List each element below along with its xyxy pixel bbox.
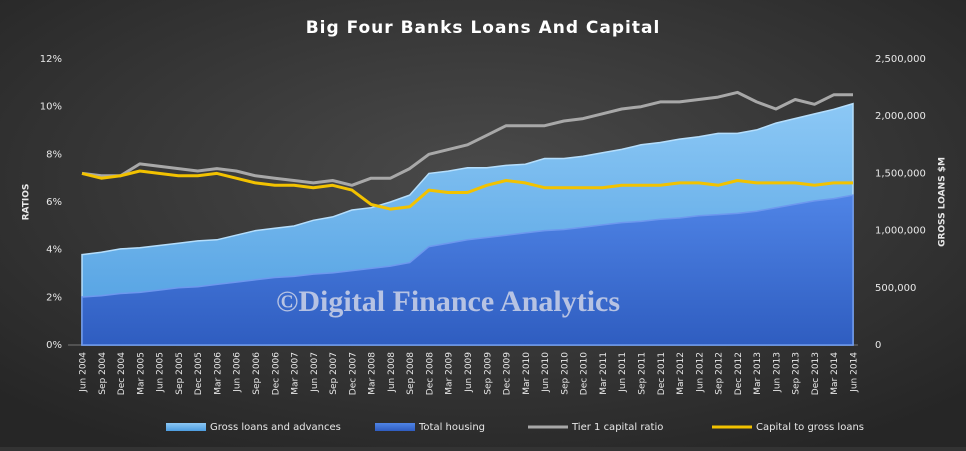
x-tick-label: Jun 2006 bbox=[233, 352, 243, 393]
x-tick-label: Dec 2009 bbox=[503, 352, 513, 395]
legend-label: Tier 1 capital ratio bbox=[571, 422, 663, 433]
x-tick-label: Jun 2009 bbox=[464, 352, 474, 393]
y-tick-label: 8% bbox=[46, 149, 62, 160]
x-tick-label: Jun 2011 bbox=[618, 352, 628, 393]
y2-tick-label: 1,500,000 bbox=[875, 168, 926, 179]
x-tick-label: Mar 2008 bbox=[368, 352, 378, 395]
x-tick-label: Mar 2009 bbox=[445, 352, 455, 395]
x-tick-label: Dec 2005 bbox=[194, 352, 204, 395]
legend-label: Capital to gross loans bbox=[756, 422, 864, 433]
y2-tick-label: 0 bbox=[875, 340, 881, 351]
y-tick-label: 12% bbox=[40, 54, 62, 65]
x-tick-label: Sep 2010 bbox=[560, 352, 570, 395]
x-tick-label: Jun 2007 bbox=[310, 352, 320, 393]
x-tick-label: Sep 2013 bbox=[792, 352, 802, 395]
line bbox=[81, 169, 853, 211]
legend-swatch bbox=[375, 423, 415, 431]
x-tick-label: Mar 2010 bbox=[522, 352, 532, 395]
area bbox=[81, 194, 854, 346]
x-tick-label: Mar 2005 bbox=[136, 352, 146, 395]
x-tick-label: Dec 2008 bbox=[425, 352, 435, 395]
y2-tick-label: 1,000,000 bbox=[875, 226, 926, 237]
x-tick-label: Mar 2012 bbox=[676, 352, 686, 395]
x-tick-label: Sep 2008 bbox=[406, 352, 416, 395]
y-tick-label: 10% bbox=[40, 102, 62, 113]
x-tick-label: Jun 2012 bbox=[695, 352, 705, 393]
chart-title: Big Four Banks Loans And Capital bbox=[306, 18, 661, 38]
watermark: ©Digital Finance Analytics bbox=[276, 285, 620, 318]
x-tick-label: Dec 2013 bbox=[811, 352, 821, 395]
x-tick-label: Mar 2014 bbox=[830, 352, 840, 395]
legend-label: Total housing bbox=[418, 422, 485, 433]
legend-label: Gross loans and advances bbox=[210, 422, 341, 433]
x-tick-label: Sep 2009 bbox=[483, 352, 493, 395]
y2-axis-label: GROSS LOANS $M bbox=[938, 157, 948, 247]
x-tick-label: Jun 2010 bbox=[541, 352, 551, 393]
x-tick-label: Jun 2005 bbox=[156, 352, 166, 393]
x-tick-label: Dec 2004 bbox=[117, 352, 127, 395]
x-tick-label: Sep 2011 bbox=[637, 352, 647, 395]
y-tick-label: 4% bbox=[46, 245, 62, 256]
x-tick-label: Jun 2013 bbox=[772, 352, 782, 393]
y2-tick-label: 2,500,000 bbox=[875, 54, 926, 65]
y-tick-label: 6% bbox=[46, 197, 62, 208]
x-tick-label: Mar 2007 bbox=[291, 352, 301, 395]
x-tick-label: Dec 2012 bbox=[734, 352, 744, 395]
x-tick-label: Sep 2005 bbox=[175, 352, 185, 395]
line bbox=[81, 90, 853, 187]
x-tick-label: Jun 2004 bbox=[79, 352, 89, 393]
y2-tick-label: 500,000 bbox=[875, 283, 916, 294]
x-tick-label: Sep 2004 bbox=[98, 352, 108, 395]
x-tick-label: Dec 2007 bbox=[348, 352, 358, 395]
x-tick-label: Dec 2010 bbox=[580, 352, 590, 395]
legend-swatch bbox=[166, 423, 206, 431]
x-tick-label: Dec 2011 bbox=[657, 352, 667, 395]
x-tick-label: Mar 2006 bbox=[213, 352, 223, 395]
y-axis-label: RATIOS bbox=[22, 184, 32, 221]
y-tick-label: 0% bbox=[46, 340, 62, 351]
x-tick-label: Mar 2013 bbox=[753, 352, 763, 395]
x-tick-label: Sep 2006 bbox=[252, 352, 262, 395]
y2-tick-label: 2,000,000 bbox=[875, 111, 926, 122]
x-tick-label: Mar 2011 bbox=[599, 352, 609, 395]
x-tick-label: Jun 2008 bbox=[387, 352, 397, 393]
x-tick-label: Jun 2014 bbox=[850, 352, 860, 393]
x-tick-label: Sep 2007 bbox=[329, 352, 339, 395]
x-tick-label: Sep 2012 bbox=[715, 352, 725, 395]
y-tick-label: 2% bbox=[46, 292, 62, 303]
x-tick-label: Dec 2006 bbox=[271, 352, 281, 395]
